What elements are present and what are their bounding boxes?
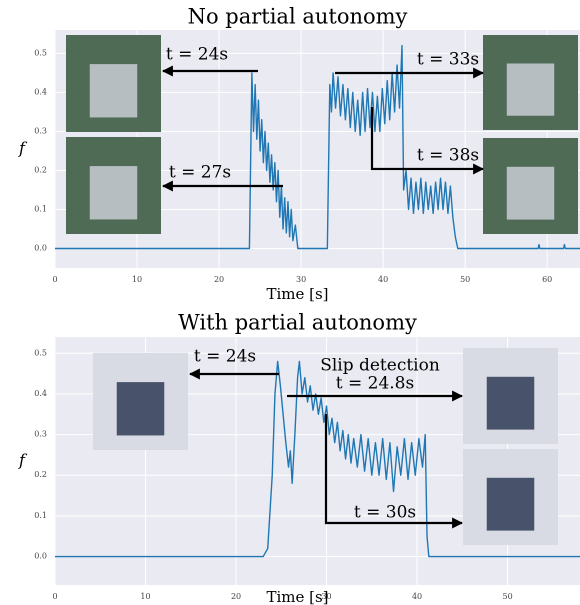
y-tick-label: 0.4	[34, 389, 47, 398]
x-tick-label: 20	[214, 275, 224, 284]
annotation: Slip detection	[320, 356, 440, 376]
y-axis-label: f	[18, 451, 28, 470]
x-tick-label: 0	[52, 592, 57, 601]
y-tick-label: 0.4	[34, 87, 47, 96]
gripper-shape	[487, 377, 535, 430]
x-tick-label: 0	[52, 275, 57, 284]
x-tick-label: 10	[140, 592, 150, 601]
gripper-shape	[90, 64, 138, 117]
x-tick-label: 20	[231, 592, 241, 601]
annotation: t = 24.8s	[336, 374, 414, 394]
y-tick-label: 0.2	[34, 470, 47, 479]
annotation: t = 24s	[166, 45, 228, 65]
x-tick-label: 40	[378, 275, 388, 284]
y-axis-label: f	[18, 139, 28, 158]
gripper-shape	[487, 478, 535, 531]
y-tick-label: 0.5	[34, 48, 47, 57]
figure: 0 10 20 30 40 50 60 0.0 0.1 0.2 0.3 0.4 0.5 No partia…	[0, 0, 580, 605]
y-tick-label: 0.3	[34, 430, 47, 439]
y-tick-label: 0.5	[34, 348, 47, 357]
gripper-shape	[90, 166, 138, 219]
gripper-shape	[507, 64, 555, 116]
y-tick-label: 0.1	[34, 511, 47, 520]
y-tick-label: 0.1	[34, 204, 47, 213]
chart-title: With partial autonomy	[178, 311, 417, 335]
y-tick-label: 0.3	[34, 126, 47, 135]
x-tick-label: 50	[502, 592, 512, 601]
y-tick-label: 0.0	[34, 243, 47, 252]
x-tick-label: 10	[132, 275, 142, 284]
x-tick-label: 50	[460, 275, 470, 284]
annotation: t = 33s	[417, 50, 479, 70]
x-tick-label: 40	[412, 592, 422, 601]
gripper-shape	[117, 382, 165, 435]
x-tick-label: 60	[542, 275, 552, 284]
y-tick-label: 0.0	[34, 552, 47, 561]
x-tick-label: 30	[296, 275, 306, 284]
y-tick-label: 0.2	[34, 165, 47, 174]
annotation: t = 30s	[354, 503, 416, 523]
annotation: t = 38s	[417, 146, 479, 166]
annotation: t = 27s	[169, 163, 231, 183]
x-axis-label: Time [s]	[266, 285, 328, 303]
gripper-shape	[507, 167, 555, 220]
x-axis-label: Time [s]	[266, 588, 328, 605]
chart-title: No partial autonomy	[188, 5, 408, 29]
annotation: t = 24s	[194, 347, 256, 367]
